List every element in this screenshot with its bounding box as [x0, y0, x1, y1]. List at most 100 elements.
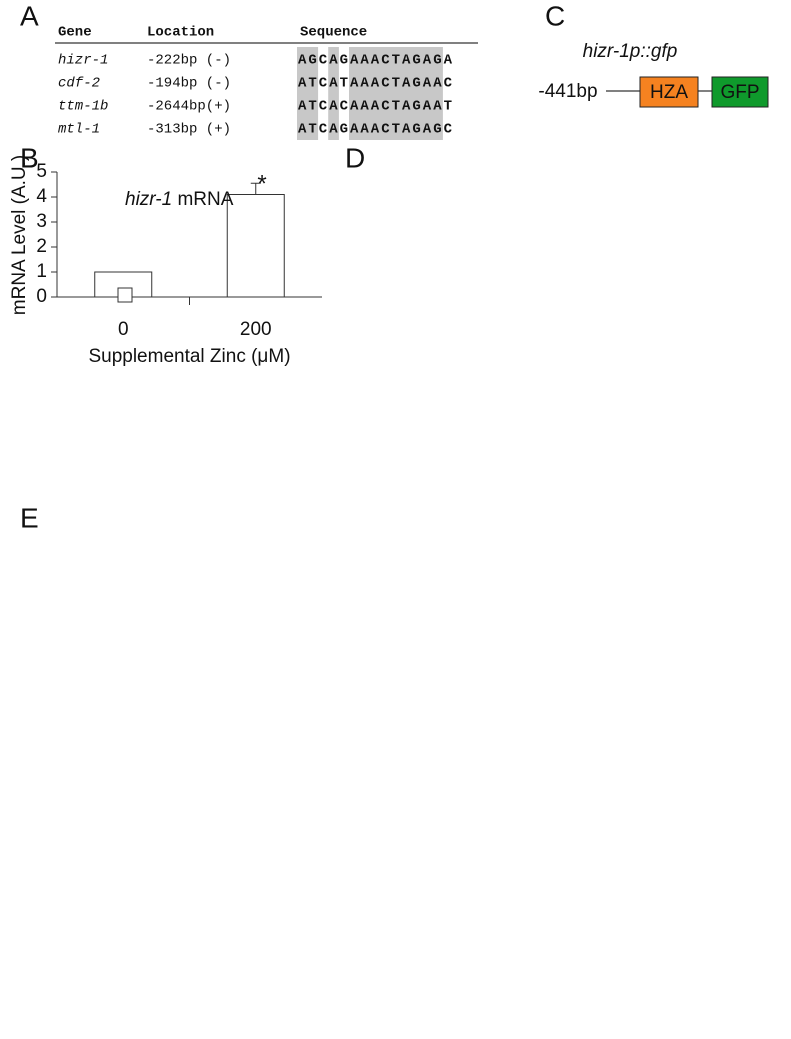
gene-box — [639, 76, 699, 108]
location: -2644bp(+) — [147, 99, 231, 115]
base: A — [350, 122, 359, 138]
base: A — [298, 53, 307, 69]
base: C — [381, 122, 390, 138]
base: G — [340, 53, 348, 69]
base: C — [444, 76, 453, 92]
highlight — [369, 47, 381, 140]
base: A — [350, 99, 359, 115]
highlight — [307, 47, 319, 140]
gene: mtl-1 — [58, 122, 100, 138]
location: -313bp (+) — [147, 122, 231, 138]
x-axis-label: Supplemental Zinc (μM) — [88, 346, 290, 367]
base: C — [340, 99, 349, 115]
base: T — [392, 76, 400, 92]
base: T — [308, 99, 316, 115]
base: A — [433, 99, 442, 115]
base: A — [360, 53, 369, 69]
base: A — [423, 76, 432, 92]
base: T — [308, 122, 316, 138]
chart-title: hizr-1 mRNA — [125, 189, 234, 210]
panel-label: E — [20, 502, 39, 533]
base: T — [392, 99, 400, 115]
base: C — [319, 122, 328, 138]
base: G — [412, 99, 420, 115]
base: A — [423, 122, 432, 138]
base: A — [329, 53, 338, 69]
table-header: Sequence — [300, 25, 367, 41]
base: C — [381, 99, 390, 115]
base: A — [329, 122, 338, 138]
highlight — [297, 47, 308, 140]
highlight — [421, 47, 433, 140]
highlight — [390, 47, 402, 140]
base: G — [412, 53, 420, 69]
title-part: hizr-1 — [125, 189, 172, 210]
base: C — [381, 53, 390, 69]
panel-label: C — [545, 0, 565, 31]
base: A — [360, 76, 369, 92]
title-part: mRNA — [172, 189, 234, 210]
base: G — [308, 53, 316, 69]
base: G — [412, 122, 420, 138]
gene: cdf-2 — [58, 76, 100, 92]
y-tick-label: 0 — [36, 286, 47, 307]
y-tick-label: 3 — [36, 211, 47, 232]
location: -194bp (-) — [147, 76, 231, 92]
highlight — [411, 47, 423, 140]
location: -222bp (-) — [147, 53, 231, 69]
base: A — [402, 99, 411, 115]
legend-swatch — [117, 287, 133, 303]
base: A — [402, 76, 411, 92]
base: C — [319, 53, 328, 69]
highlight — [359, 47, 371, 140]
x-tick-label: 0 — [118, 319, 129, 340]
base: C — [319, 76, 328, 92]
base: G — [433, 122, 441, 138]
table-header: Gene — [58, 25, 92, 41]
table-header: Location — [147, 25, 214, 41]
base: G — [340, 122, 348, 138]
base: A — [329, 99, 338, 115]
base: A — [329, 76, 338, 92]
x-tick-label: 200 — [240, 319, 272, 340]
base: T — [392, 122, 400, 138]
highlight — [380, 47, 391, 140]
diagram-title: hizr-1p::gfp — [583, 41, 678, 62]
highlight — [432, 47, 443, 140]
base: A — [423, 53, 432, 69]
base: A — [371, 53, 380, 69]
base: A — [350, 76, 359, 92]
y-tick-label: 2 — [36, 236, 47, 257]
base: A — [298, 122, 307, 138]
y-tick-label: 5 — [36, 161, 47, 182]
base: A — [423, 99, 432, 115]
y-tick-label: 4 — [36, 186, 47, 207]
panel-label: B — [20, 142, 39, 173]
base: A — [444, 53, 453, 69]
base: A — [402, 122, 411, 138]
base: C — [444, 122, 453, 138]
annotation: * — [257, 170, 266, 197]
base: A — [360, 99, 369, 115]
base: T — [308, 76, 316, 92]
base: C — [381, 76, 390, 92]
base: A — [433, 76, 442, 92]
highlight — [349, 47, 360, 140]
base: A — [371, 76, 380, 92]
base: A — [298, 99, 307, 115]
gene: hizr-1 — [58, 53, 108, 69]
base: A — [371, 99, 380, 115]
gene: ttm-1b — [58, 99, 108, 115]
base: T — [444, 99, 452, 115]
panel-label: A — [20, 0, 39, 31]
base: G — [433, 53, 441, 69]
base: A — [350, 53, 359, 69]
highlight — [401, 47, 412, 140]
gene-box-label: GFP — [720, 82, 759, 103]
y-axis-label: mRNA Level (A.U.) — [9, 155, 30, 315]
base: A — [371, 122, 380, 138]
highlight — [328, 47, 339, 140]
base: A — [298, 76, 307, 92]
